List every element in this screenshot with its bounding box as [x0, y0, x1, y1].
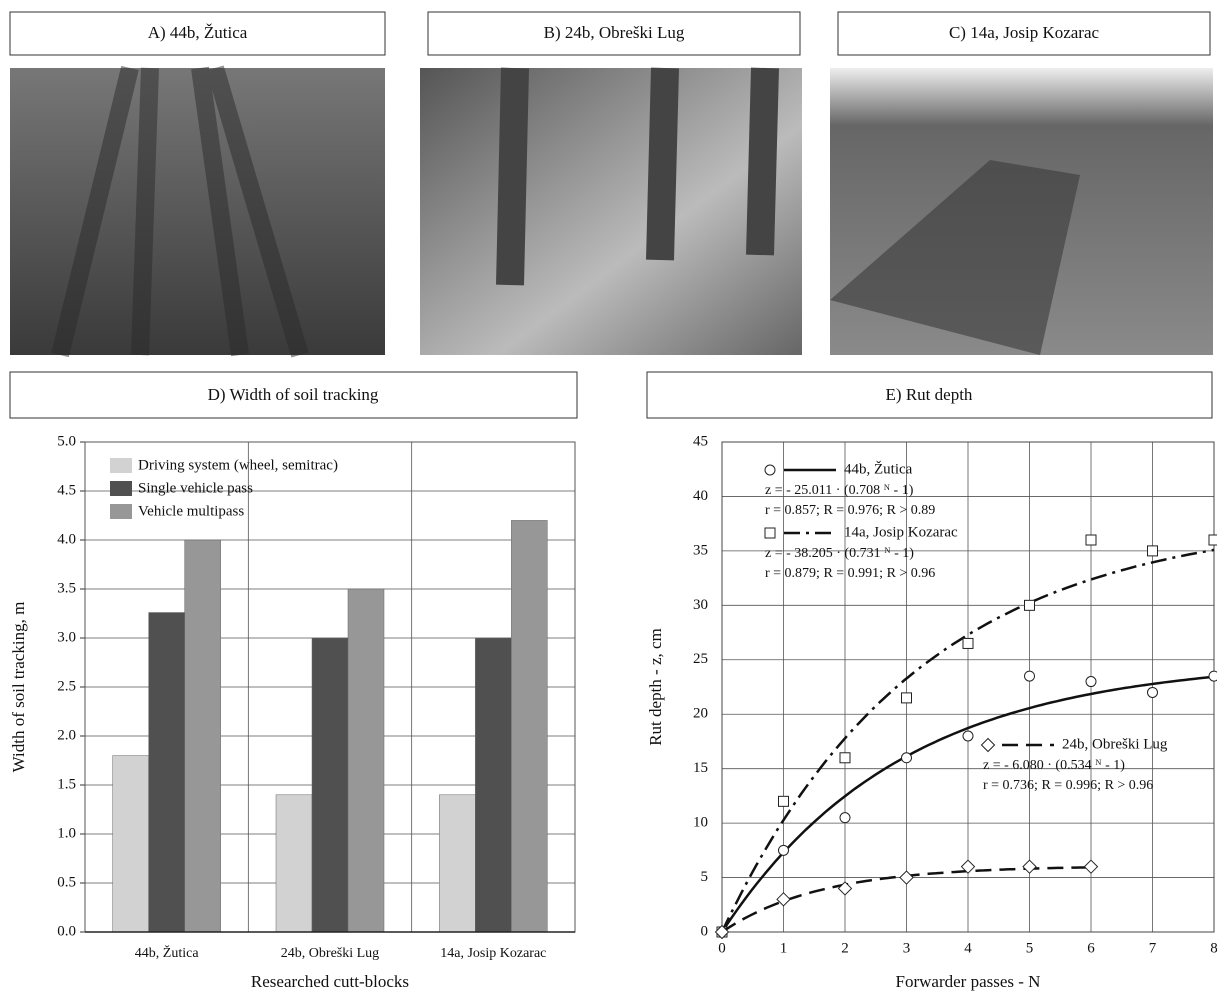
point	[1086, 677, 1096, 687]
legend-label: 44b, Žutica	[844, 460, 913, 477]
point	[963, 638, 973, 648]
point	[963, 731, 973, 741]
y-tick-label: 4.0	[57, 531, 76, 547]
y-tick-label: 1.0	[57, 825, 76, 841]
panel-label: A) 44b, Žutica	[148, 23, 248, 42]
legend-label: Single vehicle pass	[138, 480, 253, 496]
chart-title: D) Width of soil tracking	[208, 385, 379, 404]
point	[902, 693, 912, 703]
point	[1209, 535, 1217, 545]
point	[1025, 600, 1035, 610]
point	[900, 871, 913, 884]
y-tick-label: 10	[693, 815, 708, 831]
y-tick-label: 0.5	[57, 874, 76, 890]
point	[839, 882, 852, 895]
y-tick-label: 4.5	[57, 482, 76, 498]
y-tick-label: 25	[693, 651, 708, 667]
point	[1086, 535, 1096, 545]
y-tick-label: 45	[693, 433, 708, 449]
legend-swatch	[110, 504, 132, 519]
bar	[276, 795, 312, 932]
bar	[113, 756, 149, 932]
legend-label: Vehicle multipass	[138, 503, 244, 519]
bar	[511, 520, 547, 932]
bar	[439, 795, 475, 932]
fit-stats: r = 0.857; R = 0.976; R > 0.89	[765, 503, 935, 518]
fit-equation: z = - 25.011 · (0.708 ᴺ - 1)	[765, 483, 914, 498]
page: {"panels": [{"label": "A) 44b, Žutica"},…	[0, 0, 1217, 999]
fit-stats: r = 0.736; R = 0.996; R > 0.96	[983, 778, 1153, 793]
y-tick-label: 2.5	[57, 678, 76, 694]
point	[1148, 546, 1158, 556]
fit-stats: r = 0.879; R = 0.991; R > 0.96	[765, 566, 935, 581]
point	[1023, 860, 1036, 873]
y-axis-title: Rut depth - z, cm	[646, 628, 665, 746]
point	[1085, 860, 1098, 873]
photo	[420, 68, 802, 355]
legend-marker	[765, 528, 775, 538]
fit-equation: z = - 38.205 · (0.731 ᴺ - 1)	[765, 546, 914, 561]
x-tick-label: 6	[1087, 940, 1095, 956]
x-tick-label: 5	[1026, 940, 1034, 956]
bar	[348, 589, 384, 932]
x-tick-label: 8	[1210, 940, 1217, 956]
y-tick-label: 5	[701, 869, 709, 885]
fit-equation: z = - 6.080 · (0.534 ᴺ - 1)	[983, 758, 1125, 773]
x-tick-label: 1	[780, 940, 788, 956]
legend-marker	[982, 739, 995, 752]
point	[779, 796, 789, 806]
y-tick-label: 3.0	[57, 629, 76, 645]
bar	[149, 613, 185, 932]
x-tick-label: 44b, Žutica	[135, 944, 200, 961]
legend-label: 14a, Josip Kozarac	[844, 524, 958, 540]
y-tick-label: 3.5	[57, 580, 76, 596]
legend-marker	[765, 465, 775, 475]
point	[840, 753, 850, 763]
y-tick-label: 5.0	[57, 433, 76, 449]
point	[840, 813, 850, 823]
y-tick-label: 0	[701, 923, 709, 939]
x-tick-label: 0	[718, 940, 726, 956]
point	[1025, 671, 1035, 681]
bar	[185, 540, 221, 932]
point	[1209, 671, 1217, 681]
x-tick-label: 24b, Obreški Lug	[281, 946, 379, 961]
x-tick-label: 7	[1149, 940, 1157, 956]
x-tick-label: 4	[964, 940, 972, 956]
panel-label: C) 14a, Josip Kozarac	[949, 23, 1100, 42]
point	[1148, 687, 1158, 697]
y-tick-label: 2.0	[57, 727, 76, 743]
x-tick-label: 2	[841, 940, 849, 956]
y-tick-label: 30	[693, 597, 708, 613]
point	[779, 845, 789, 855]
legend-label: 24b, Obreški Lug	[1062, 736, 1168, 752]
panel-label: B) 24b, Obreški Lug	[544, 23, 685, 42]
x-axis-title: Forwarder passes - N	[896, 972, 1041, 991]
bar	[312, 638, 348, 932]
x-axis-title: Researched cutt-blocks	[251, 972, 409, 991]
bar	[475, 638, 511, 932]
legend-label: Driving system (wheel, semitrac)	[138, 457, 338, 473]
y-tick-label: 0.0	[57, 923, 76, 939]
x-tick-label: 3	[903, 940, 911, 956]
photos	[10, 68, 1213, 355]
x-tick-label: 14a, Josip Kozarac	[440, 946, 546, 961]
figure: A) 44b, Žutica B) 24b, Obreški Lug C) 14a,…	[0, 0, 1217, 994]
y-tick-label: 15	[693, 760, 708, 776]
y-tick-label: 40	[693, 488, 708, 504]
y-tick-label: 1.5	[57, 776, 76, 792]
point	[902, 753, 912, 763]
legend-swatch	[110, 481, 132, 496]
y-tick-label: 35	[693, 542, 708, 558]
legend-swatch	[110, 458, 132, 473]
chart-title: E) Rut depth	[886, 385, 973, 404]
y-axis-title: Width of soil tracking, m	[9, 602, 28, 773]
y-tick-label: 20	[693, 706, 708, 722]
